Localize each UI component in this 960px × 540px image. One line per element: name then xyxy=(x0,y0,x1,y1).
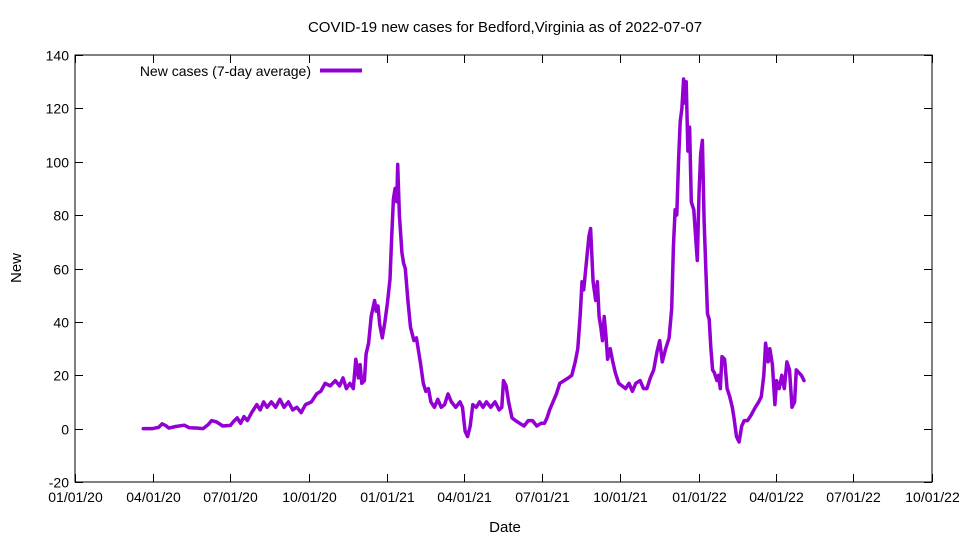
y-tick-label: 140 xyxy=(46,48,70,64)
y-tick-label: 80 xyxy=(53,208,69,224)
x-tick-label: 07/01/20 xyxy=(203,489,258,505)
legend: New cases (7-day average) xyxy=(140,63,362,79)
x-tick-label: 10/01/22 xyxy=(905,489,960,505)
legend-label: New cases (7-day average) xyxy=(140,63,311,79)
x-tick-label: 10/01/20 xyxy=(282,489,337,505)
x-tick-label: 01/01/20 xyxy=(48,489,103,505)
y-tick-label: 120 xyxy=(46,101,70,117)
plot-frame xyxy=(74,54,933,483)
y-tick-label: 40 xyxy=(53,315,69,331)
x-tick-label: 04/01/20 xyxy=(126,489,181,505)
x-tick-label: 01/01/22 xyxy=(672,489,727,505)
plot-area: -20 0 20 40 60 80 100 120 140 01/01/20 04/01/20 07/… xyxy=(46,48,960,506)
y-axis-label: New xyxy=(8,253,25,283)
chart-title: COVID-19 new cases for Bedford,Virginia … xyxy=(308,19,702,36)
x-tick-label: 07/01/22 xyxy=(826,489,881,505)
y-tick-label: 0 xyxy=(61,422,69,438)
x-tick-label: 04/01/22 xyxy=(749,489,804,505)
series-line-new-cases xyxy=(141,77,806,444)
y-tick-label: 60 xyxy=(53,262,69,278)
x-tick-label: 04/01/21 xyxy=(437,489,492,505)
x-tick-label: 07/01/21 xyxy=(515,489,570,505)
y-tick-label: 20 xyxy=(53,368,69,384)
x-tick-label: 10/01/21 xyxy=(593,489,648,505)
y-tick-label: 100 xyxy=(46,155,70,171)
x-axis-label: Date xyxy=(489,519,521,536)
y-tick-label: -20 xyxy=(49,475,69,491)
x-tick-label: 01/01/21 xyxy=(360,489,415,505)
